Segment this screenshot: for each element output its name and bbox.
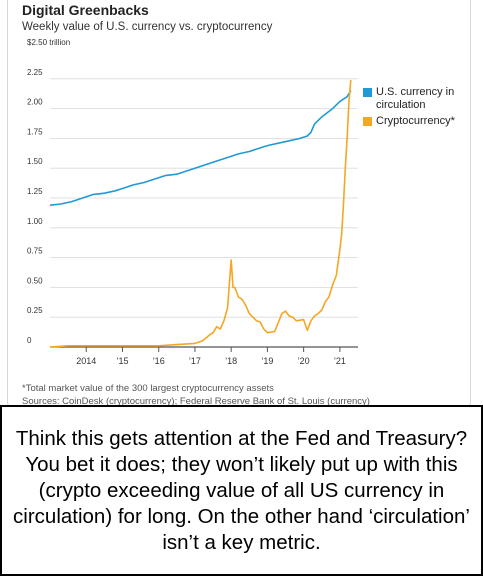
- y-tick-label: 0: [27, 336, 32, 345]
- footnote: *Total market value of the 300 largest c…: [22, 383, 274, 394]
- legend-item-crypto: Cryptocurrency*: [363, 115, 469, 128]
- x-axis-ticks: 2014 ’15 ’16 ’17 ’18 ’19 ’20 ’21: [76, 347, 346, 366]
- legend-label-crypto: Cryptocurrency*: [376, 115, 455, 127]
- y-tick-label: 0.50: [27, 276, 43, 285]
- series-line-usd: [49, 90, 352, 206]
- series-lines: [49, 79, 352, 348]
- y-tick-label: 2.00: [27, 98, 43, 107]
- grid-lines: [50, 78, 358, 348]
- x-tick-label: ’20: [298, 356, 310, 366]
- y-tick-label: $2.50 trillion: [27, 38, 70, 47]
- x-tick-label: ’18: [225, 356, 237, 366]
- y-tick-label: 1.50: [27, 157, 43, 166]
- legend-swatch-usd: [363, 88, 372, 97]
- x-tick-label: ’16: [153, 356, 165, 366]
- sources-note: Sources: CoinDesk (cryptocurrency); Fede…: [22, 396, 370, 407]
- y-tick-label: 1.25: [27, 187, 43, 196]
- caption-text: Think this gets attention at the Fed and…: [13, 426, 470, 554]
- legend-swatch-crypto: [363, 117, 372, 126]
- y-tick-label: 1.00: [27, 217, 43, 226]
- y-axis-ticks: $2.50 trillion 2.25 2.00 1.75 1.50 1.25 1.00 0.…: [27, 38, 70, 345]
- x-tick-label: ’21: [334, 356, 346, 366]
- legend-label-usd: U.S. currency in circulation: [376, 86, 455, 111]
- legend-item-usd: U.S. currency in circulation: [363, 86, 469, 112]
- x-tick-label: ’17: [189, 356, 201, 366]
- x-tick-label: ’19: [261, 356, 273, 366]
- series-line-crypto: [49, 79, 352, 348]
- y-tick-label: 2.25: [27, 68, 43, 77]
- legend: U.S. currency in circulation Cryptocurre…: [363, 86, 469, 131]
- chart-title: Digital Greenbacks: [22, 2, 149, 18]
- y-tick-label: 1.75: [27, 127, 43, 136]
- caption-box: Think this gets attention at the Fed and…: [0, 405, 483, 576]
- x-tick-label: 2014: [76, 356, 96, 366]
- y-tick-label: 0.75: [27, 247, 43, 256]
- y-tick-label: 0.25: [27, 306, 43, 315]
- line-chart: $2.50 trillion 2.25 2.00 1.75 1.50 1.25 1.00 0.…: [27, 38, 358, 366]
- chart-subtitle: Weekly value of U.S. currency vs. crypto…: [22, 21, 273, 33]
- chart-card: Digital Greenbacks Weekly value of U.S. …: [7, 0, 471, 408]
- x-tick-label: ’15: [116, 356, 128, 366]
